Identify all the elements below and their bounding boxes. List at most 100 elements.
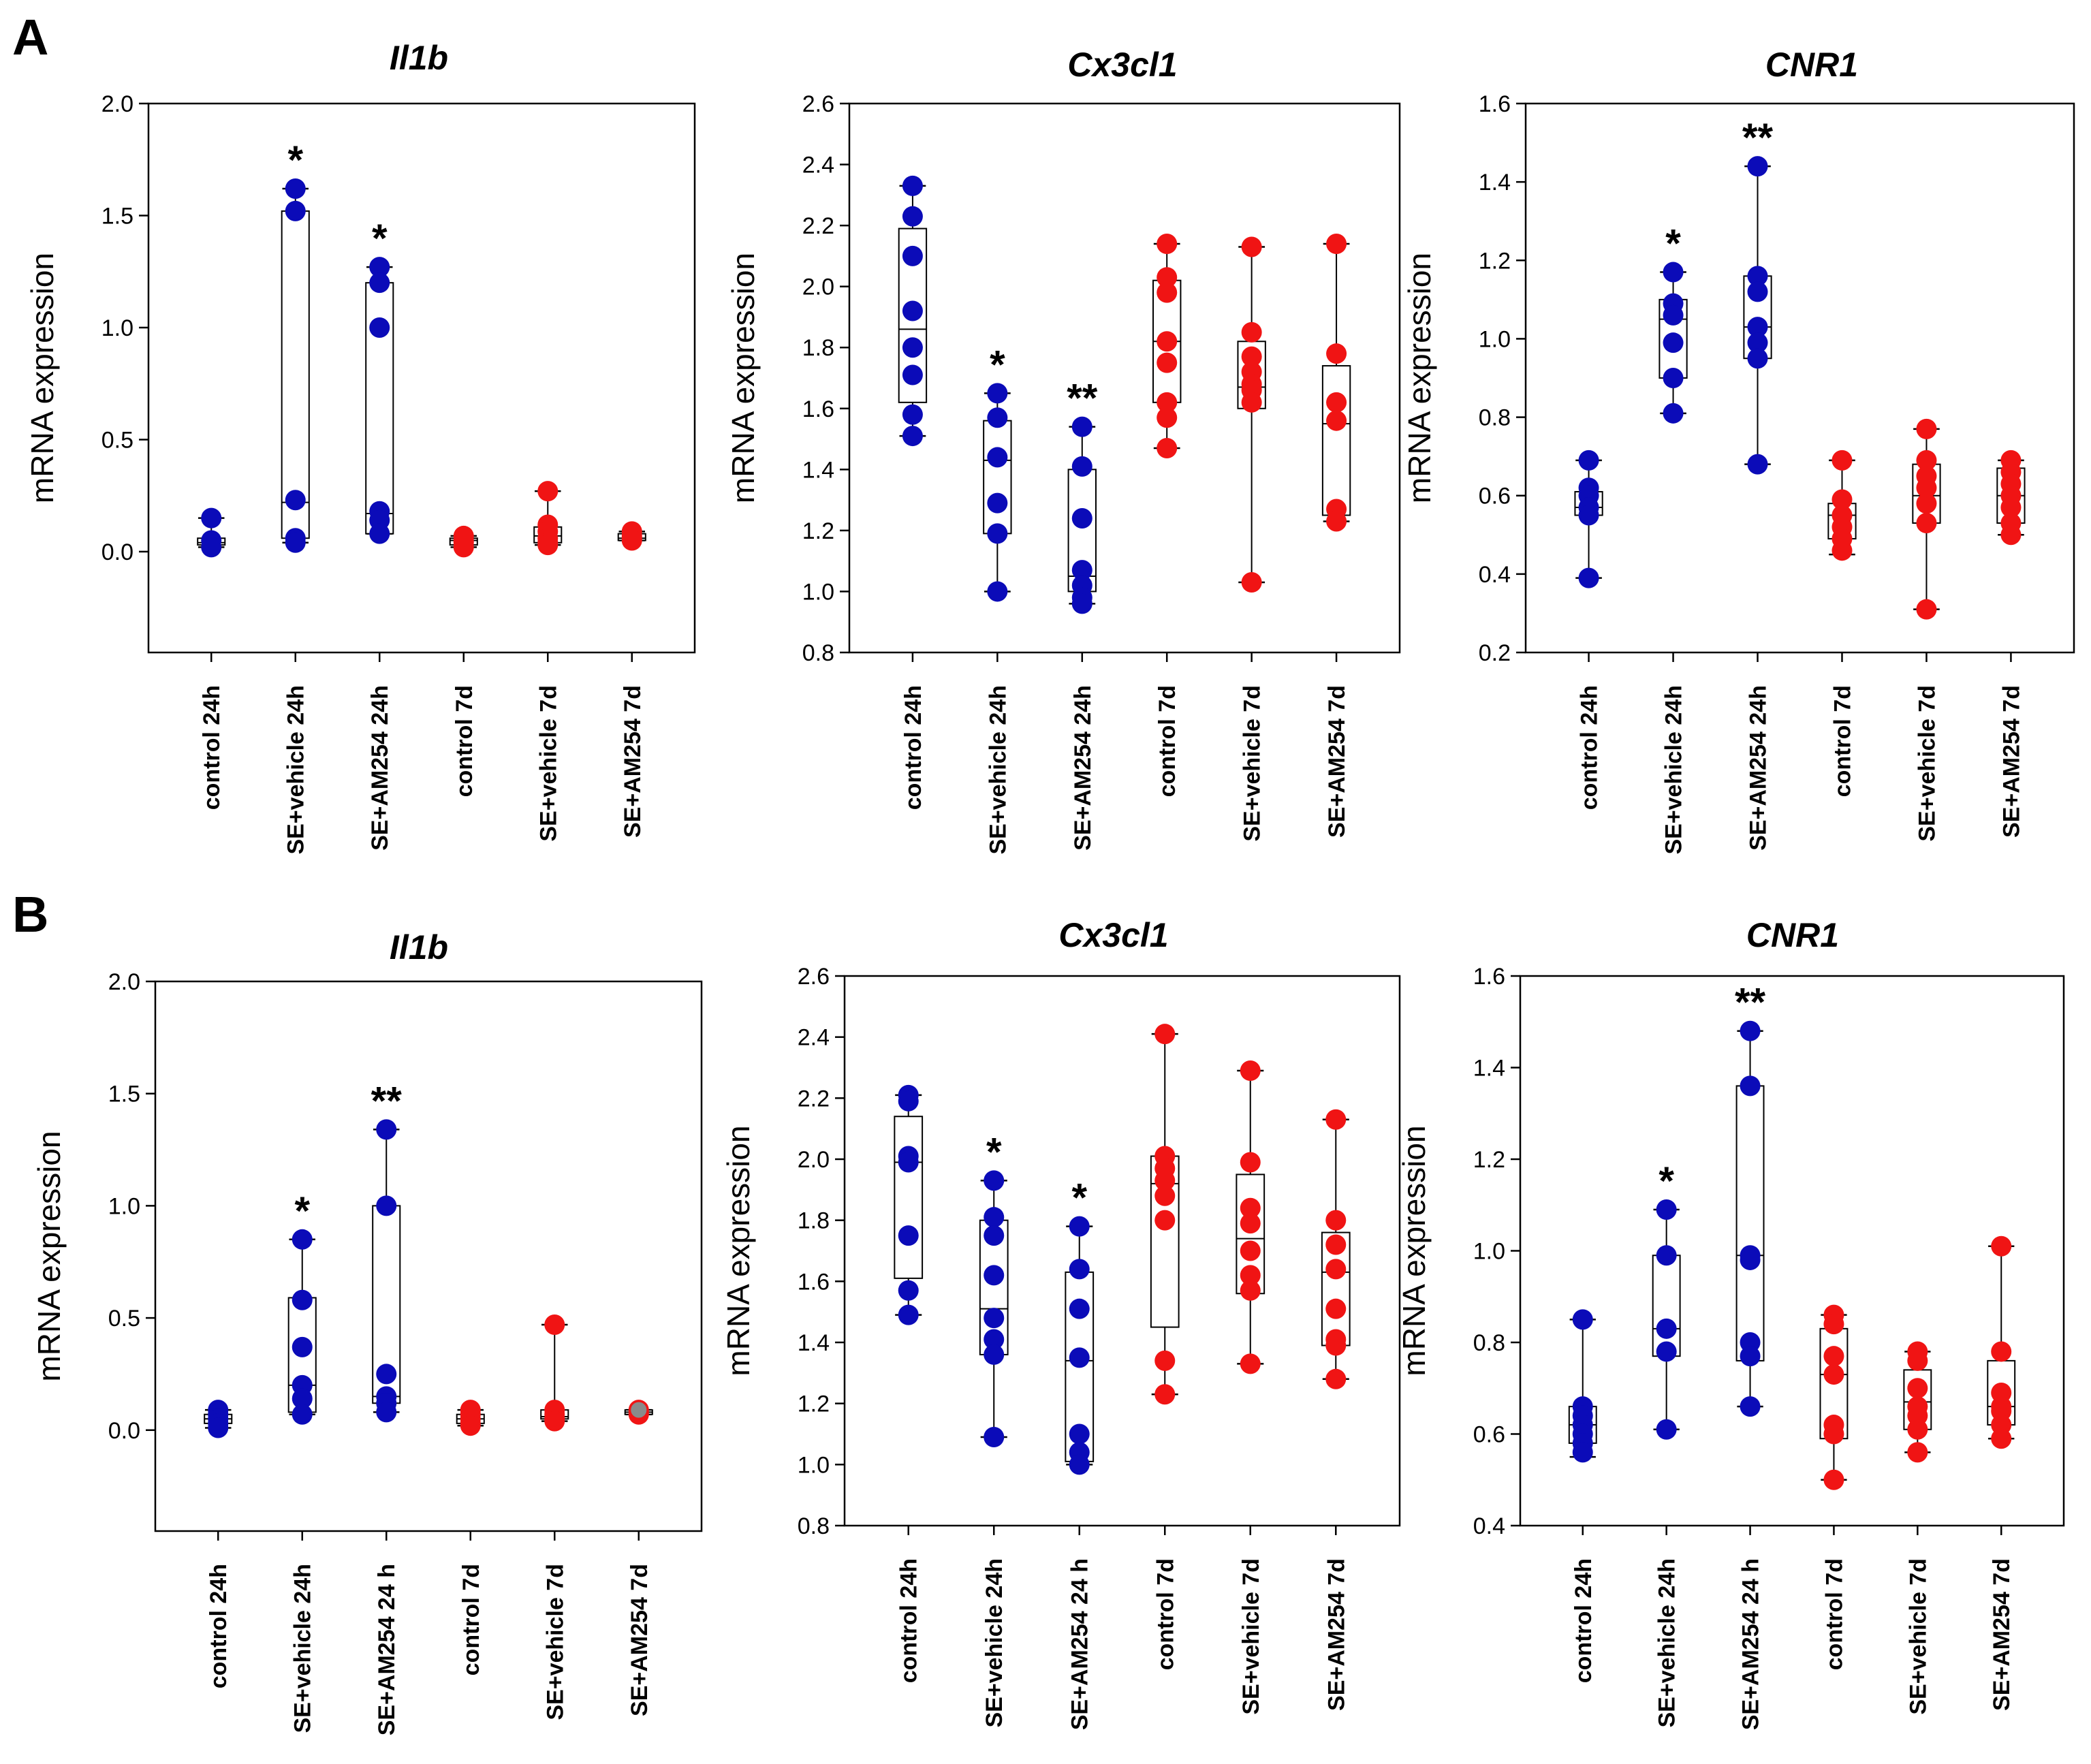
data-point: [1240, 1353, 1261, 1374]
data-point: [292, 1404, 313, 1425]
y-tick-label: 2.0: [101, 91, 133, 117]
plot-frame: [147, 102, 696, 654]
significance-marker: **: [371, 1079, 403, 1123]
group-2: **: [1735, 981, 1766, 1417]
data-point: [369, 317, 390, 338]
group-2: **: [1067, 377, 1098, 614]
group-5: [617, 521, 646, 551]
data-point: [987, 492, 1008, 514]
data-point: [902, 206, 923, 227]
data-point: [1069, 1423, 1090, 1445]
x-tick-label: control 7d: [1154, 685, 1180, 797]
data-point: [987, 407, 1008, 428]
data-point: [1663, 368, 1684, 388]
data-point: [902, 175, 923, 196]
data-point: [1823, 1364, 1844, 1385]
data-point: [1240, 1265, 1261, 1286]
data-point: [1157, 282, 1178, 303]
data-point: [1326, 343, 1347, 364]
group-5: [1321, 1109, 1351, 1389]
chart-title: Il1b: [390, 39, 448, 77]
data-point: [1240, 1280, 1261, 1301]
data-point: [1916, 493, 1937, 514]
x-tick-label: control 24h: [206, 1564, 232, 1688]
data-point: [1325, 1234, 1347, 1255]
data-point: [1991, 1341, 2012, 1362]
y-tick-label: 1.4: [1479, 170, 1511, 195]
data-point: [1241, 236, 1262, 257]
data-point: [902, 404, 923, 425]
data-point: [1916, 599, 1937, 620]
plot-frame: [1519, 975, 2065, 1527]
group-3: [449, 525, 478, 558]
data-point: [984, 1265, 1005, 1286]
y-axis-label: mRNA expression: [721, 1125, 756, 1376]
data-point: [285, 490, 306, 511]
group-4: [540, 1314, 569, 1432]
data-point: [1578, 567, 1599, 588]
data-point: [376, 1402, 397, 1423]
x-tick-label: control 7d: [1152, 1558, 1178, 1670]
data-point: [898, 1225, 919, 1246]
significance-marker: *: [990, 343, 1005, 387]
y-tick-label: 0.5: [101, 427, 133, 453]
data-point: [984, 1308, 1005, 1329]
chart-a-cnr1: CNR1 mRNA expression 1.6 1.4 1.2 1.0 0.8 0.6 0.4…: [1402, 46, 2075, 855]
y-tick-label: 1.4: [1473, 1056, 1505, 1082]
group-3: [1150, 1024, 1180, 1405]
chart-title: CNR1: [1765, 46, 1858, 84]
data-point: [984, 1225, 1005, 1246]
data-point: [1747, 156, 1768, 177]
group-3: [1827, 450, 1857, 561]
data-point: [201, 507, 222, 529]
significance-marker: *: [1665, 222, 1681, 266]
data-point: [1154, 1350, 1176, 1371]
data-point: [1326, 511, 1347, 532]
data-point: [902, 300, 923, 321]
group-2: *: [1065, 1176, 1095, 1475]
x-tick-label: control 24h: [1571, 1558, 1597, 1683]
data-point: [1154, 1170, 1176, 1191]
y-tick-label: 2.2: [798, 1086, 830, 1112]
significance-marker: **: [1742, 116, 1774, 160]
y-tick-label: 1.6: [798, 1269, 830, 1295]
data-point: [1241, 321, 1262, 343]
y-tick-label: 0.4: [1479, 562, 1511, 588]
data-point: [1823, 1346, 1844, 1367]
data-point: [1740, 1075, 1761, 1097]
data-point: [460, 1415, 481, 1436]
data-point: [1241, 392, 1262, 413]
x-tick-label: SE+vehicle 7d: [1238, 1558, 1264, 1715]
y-tick-label: 1.0: [1479, 326, 1511, 352]
x-tick-label: SE+vehicle 7d: [1240, 685, 1265, 842]
significance-marker: *: [986, 1130, 1002, 1174]
significance-marker: **: [1735, 981, 1766, 1025]
x-tick-label: SE+AM254 24 h: [374, 1564, 400, 1735]
group-4: [1903, 1341, 1932, 1463]
data-point-highlight: [629, 1400, 649, 1420]
data-point: [285, 200, 306, 221]
x-tick-label: control 24h: [896, 1558, 922, 1683]
chart-b-cnr1: CNR1 mRNA expression 1.6 1.4 1.2 1.0 0.8 0.6 0.4…: [1396, 916, 2065, 1730]
x-tick-label: SE+AM254 7d: [620, 685, 646, 838]
data-point: [1991, 1235, 2012, 1257]
significance-marker: **: [1067, 377, 1098, 421]
data-point: [285, 178, 306, 200]
y-tick-label: 1.0: [101, 315, 133, 341]
y-tick-label: 1.0: [1473, 1239, 1505, 1265]
y-tick-label: 1.0: [108, 1193, 140, 1219]
charts-container: Il1b mRNA expression 2.0 1.5 1.0 0.5 0.0 contro…: [25, 39, 2075, 1735]
data-point: [902, 426, 923, 447]
data-point: [285, 532, 306, 553]
data-point: [1656, 1245, 1677, 1266]
data-point: [1740, 1249, 1761, 1270]
data-point: [902, 245, 923, 266]
data-point: [1154, 1210, 1176, 1231]
data-point: [1154, 1185, 1176, 1206]
y-tick-label: 0.0: [101, 539, 133, 565]
data-point: [984, 1344, 1005, 1365]
data-point: [1069, 1259, 1090, 1280]
data-point: [1069, 1216, 1090, 1237]
iqr-box: [1735, 1085, 1765, 1361]
group-3: [1152, 233, 1182, 458]
